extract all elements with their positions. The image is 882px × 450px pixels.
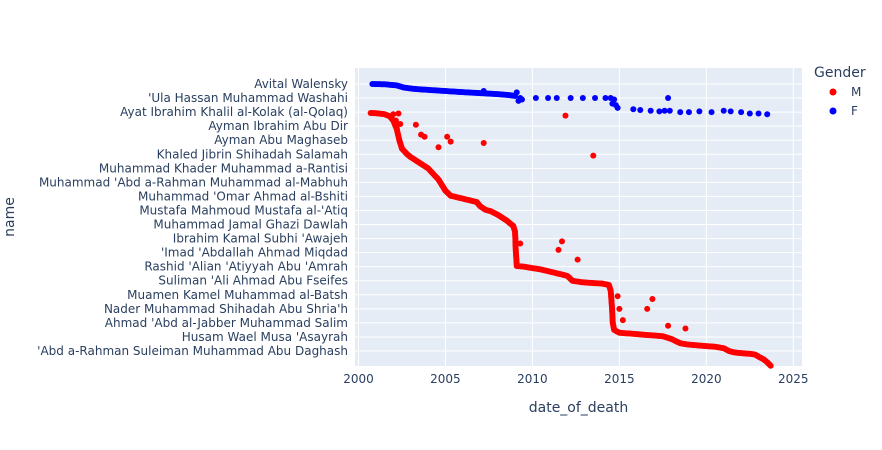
x-tick-label: 2025 [778, 372, 809, 386]
y-tick-label: Ibrahim Kamal Subhi 'Awajeh [173, 232, 348, 246]
data-point-F[interactable] [630, 106, 637, 113]
data-point-M[interactable] [421, 133, 428, 140]
data-point-M[interactable] [444, 133, 451, 140]
y-tick-label: 'Ula Hassan Muhammad Washahi [148, 91, 348, 105]
data-point-F[interactable] [614, 104, 621, 111]
data-point-M[interactable] [447, 138, 454, 145]
y-tick-label: Nader Muhammad Shihadah Abu Shria'h [104, 302, 348, 316]
data-point-M[interactable] [395, 110, 402, 117]
x-tick-label: 2015 [604, 372, 635, 386]
data-point-M[interactable] [767, 362, 774, 369]
data-point-F[interactable] [637, 107, 644, 113]
data-point-F[interactable] [746, 110, 753, 117]
y-tick-label: Muhammad Khader Muhammad a-Rantisi [99, 161, 348, 175]
data-point-F[interactable] [656, 108, 663, 115]
y-tick-label: Muamen Kamel Muhammad al-Batsh [127, 288, 348, 302]
data-point-F[interactable] [513, 89, 520, 96]
data-point-F[interactable] [764, 111, 771, 118]
y-tick-label: 'Abd a-Rahman Suleiman Muhammad Abu Dagh… [37, 344, 348, 358]
data-point-M[interactable] [480, 140, 487, 147]
legend-label-F[interactable]: F [851, 104, 858, 118]
y-tick-label: Khaled Jibrin Shihadah Salamah [157, 147, 348, 161]
data-point-F[interactable] [665, 95, 672, 102]
y-tick-label: Muhammad Jamal Ghazi Dawlah [153, 218, 348, 232]
data-point-M[interactable] [393, 125, 400, 132]
y-tick-label: Mustafa Mahmoud Mustafa al-'Atiq [139, 203, 348, 217]
y-tick-label: Husam Wael Musa 'Asayrah [182, 330, 348, 344]
data-point-F[interactable] [677, 109, 684, 116]
y-tick-label: Avital Walensky [254, 77, 348, 91]
x-axis-title: date_of_death [529, 400, 629, 416]
legend-title: Gender [814, 65, 866, 81]
data-point-M[interactable] [649, 296, 656, 303]
data-point-M[interactable] [412, 121, 419, 128]
y-tick-label: Muhammad 'Abd a-Rahman Muhammad al-Mabhu… [39, 175, 348, 189]
data-point-M[interactable] [644, 305, 651, 312]
legend-label-M[interactable]: M [851, 85, 861, 99]
data-point-F[interactable] [685, 109, 692, 116]
data-point-M[interactable] [665, 322, 672, 329]
data-point-F[interactable] [647, 107, 654, 114]
data-point-M[interactable] [682, 325, 689, 332]
data-point-M[interactable] [616, 305, 623, 312]
legend-marker-M[interactable] [829, 88, 837, 96]
grid-lines [355, 68, 802, 366]
data-point-F[interactable] [480, 88, 487, 95]
y-tick-label: Ayman Abu Maghaseb [214, 133, 348, 147]
x-tick-label: 2020 [691, 372, 722, 386]
data-point-M[interactable] [517, 240, 524, 247]
y-tick-label: Ayman Ibrahim Abu Dir [208, 119, 348, 133]
data-point-M[interactable] [390, 111, 397, 118]
data-point-F[interactable] [720, 107, 727, 114]
y-tick-labels: Avital Walensky'Ula Hassan Muhammad Wash… [37, 77, 348, 358]
x-tick-label: 2000 [343, 372, 374, 386]
x-tick-label: 2010 [517, 372, 548, 386]
legend[interactable]: Gender MF [814, 65, 866, 118]
y-tick-label: Rashid 'Alian 'Atiyyah Abu 'Amrah [144, 260, 348, 274]
data-point-F[interactable] [602, 95, 609, 102]
data-point-F[interactable] [708, 109, 715, 116]
data-point-F[interactable] [515, 97, 522, 104]
data-point-F[interactable] [592, 95, 599, 102]
data-point-M[interactable] [392, 117, 399, 124]
data-point-M[interactable] [435, 144, 442, 151]
data-point-F[interactable] [727, 108, 734, 115]
data-point-F[interactable] [696, 108, 703, 115]
data-points[interactable] [367, 81, 774, 369]
x-tick-labels: 2000 2005 2010 2015 2020 2025 [343, 372, 808, 386]
data-point-F[interactable] [553, 95, 560, 102]
data-point-F[interactable] [532, 95, 539, 102]
y-tick-label: Muhammad 'Omar Ahmad al-Bshiti [138, 189, 348, 203]
y-axis-title: name [2, 197, 18, 237]
data-point-F[interactable] [611, 96, 618, 103]
data-point-F[interactable] [579, 95, 586, 102]
y-tick-label: Suliman 'Ali Ahmad Abu Fseifes [158, 274, 348, 288]
data-point-F[interactable] [567, 95, 574, 102]
legend-marker-F[interactable] [829, 107, 837, 115]
data-point-F[interactable] [545, 95, 552, 102]
y-tick-label: Ahmad 'Abd al-Jabber Muhammad Salim [105, 316, 348, 330]
data-point-M[interactable] [562, 112, 569, 119]
data-point-M[interactable] [614, 293, 621, 300]
data-point-F[interactable] [666, 107, 673, 114]
y-tick-label: Ayat Ibrahim Khalil al-Kolak (al-Qolaq) [120, 105, 348, 119]
y-tick-label: 'Imad 'Abdallah Ahmad Miqdad [161, 246, 348, 260]
x-tick-label: 2005 [430, 372, 461, 386]
data-point-M[interactable] [555, 246, 562, 253]
data-point-M[interactable] [590, 152, 597, 159]
data-point-M[interactable] [397, 121, 404, 128]
data-point-M[interactable] [619, 317, 626, 324]
data-point-F[interactable] [755, 110, 762, 117]
data-point-M[interactable] [574, 256, 581, 263]
data-point-F[interactable] [661, 107, 668, 114]
data-point-M[interactable] [558, 238, 565, 245]
plot-background [355, 68, 802, 366]
data-point-F[interactable] [738, 109, 745, 116]
